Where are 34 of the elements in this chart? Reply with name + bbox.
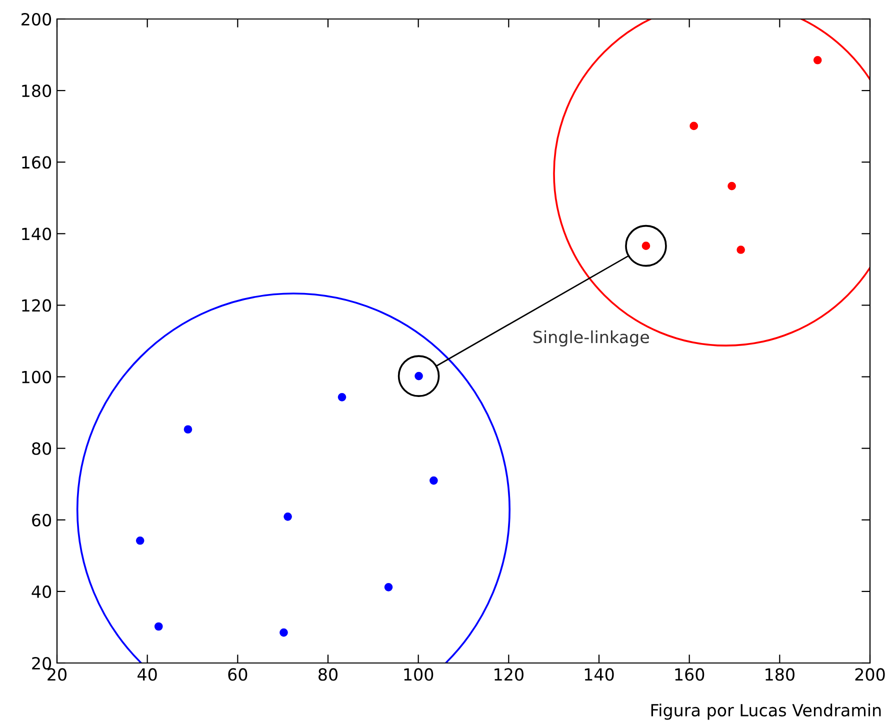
y-tick-label: 100 (22, 370, 52, 384)
x-tick-label: 60 (228, 668, 248, 681)
y-tick-label: 160 (22, 156, 52, 169)
x-tick-label: 200 (855, 668, 885, 681)
point (736, 246, 745, 254)
y-tick-label: 140 (22, 228, 52, 240)
y-tick-label: 80 (32, 442, 52, 455)
point (284, 512, 292, 521)
x-tick-label: 40 (138, 668, 157, 681)
point (338, 393, 346, 402)
point (384, 582, 393, 592)
y-tick-label: 20 (32, 656, 52, 670)
y-tick-label: 60 (32, 514, 52, 526)
point (728, 182, 736, 190)
x-tick-label: 20 (48, 668, 66, 681)
y-tick-label: 40 (32, 585, 52, 598)
x-tick-label: 80 (318, 668, 338, 681)
x-tick-label: 180 (766, 668, 794, 681)
point (430, 476, 438, 485)
y-tick-label: 120 (22, 299, 52, 312)
point (280, 628, 288, 637)
point (136, 536, 144, 545)
y-tick-label: 200 (22, 12, 52, 26)
y-tick-label: 180 (22, 84, 52, 98)
x-tick-label: 100 (404, 668, 434, 681)
point (184, 425, 192, 434)
point (154, 622, 163, 631)
x-tick-label: 140 (584, 668, 614, 681)
x-tick-label: 160 (675, 668, 704, 681)
point (813, 56, 822, 64)
annotation: Single-linkage (533, 330, 649, 347)
x-tick-label: 120 (494, 668, 524, 681)
point (690, 122, 698, 130)
text: Figura por Lucas Vendramin (651, 704, 881, 720)
